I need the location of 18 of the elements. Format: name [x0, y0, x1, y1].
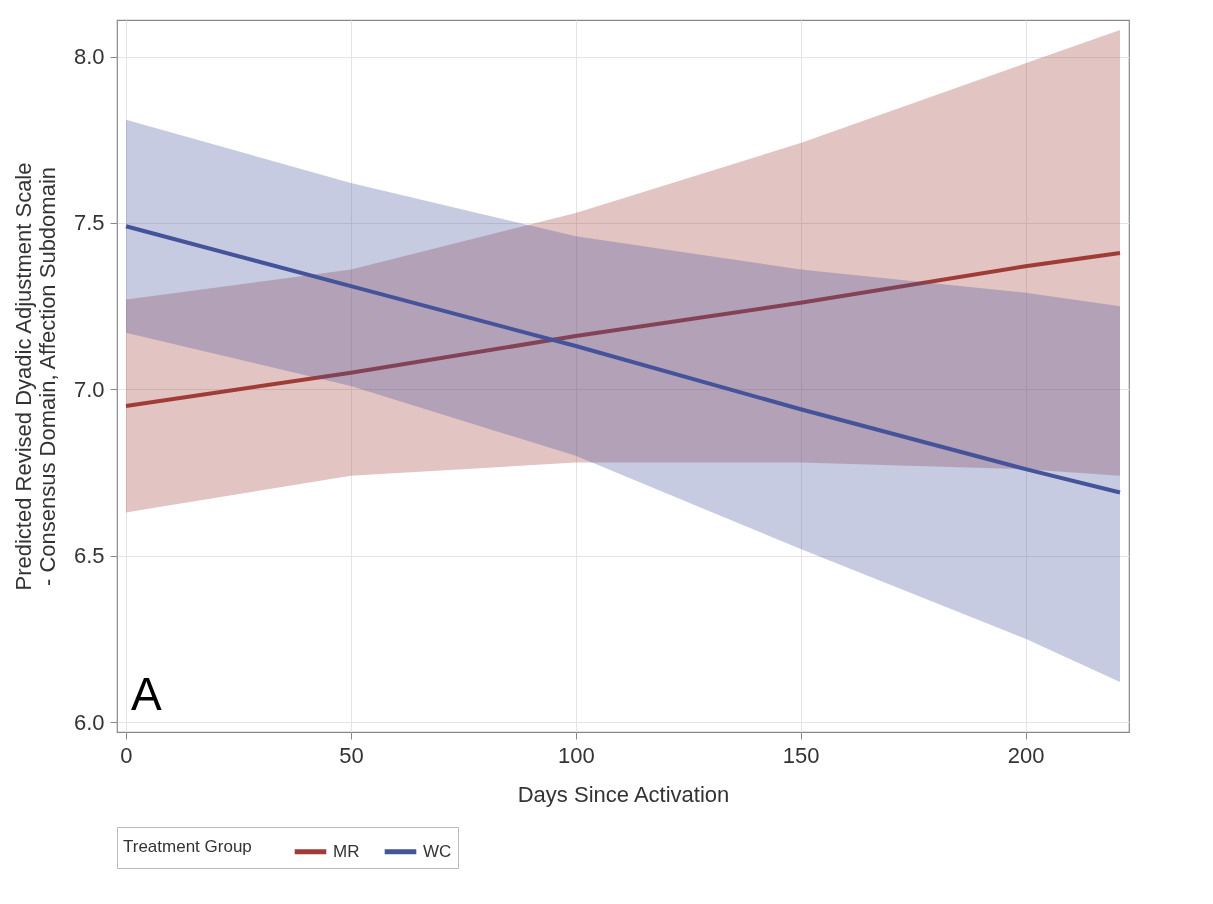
x-tick-label: 100 — [557, 742, 595, 768]
y-axis-title: Predicted Revised Dyadic Adjustment Scale - Consensus Domain, Affection Subdomain — [10, 162, 60, 591]
legend-title: Treatment Group — [123, 837, 252, 856]
x-tick-label: 50 — [339, 742, 364, 768]
y-tick-label: 6.5 — [73, 543, 105, 569]
y-tick-label: 7.0 — [73, 376, 105, 402]
x-axis-title: Days Since Activation — [517, 781, 730, 807]
y-tick-label: 7.5 — [73, 210, 105, 236]
line-series — [124, 250, 1122, 408]
x-tick-label: 0 — [120, 742, 133, 768]
y-tick-label: 8.0 — [73, 44, 105, 70]
x-tick-label: 200 — [1007, 742, 1045, 768]
legend-label: WC — [423, 841, 452, 861]
x-tick-label: 150 — [782, 742, 820, 768]
annotation: A — [131, 668, 162, 720]
legend-label: MR — [333, 841, 360, 861]
y-tick-label: 6.0 — [73, 709, 105, 735]
line-series — [124, 224, 1122, 495]
